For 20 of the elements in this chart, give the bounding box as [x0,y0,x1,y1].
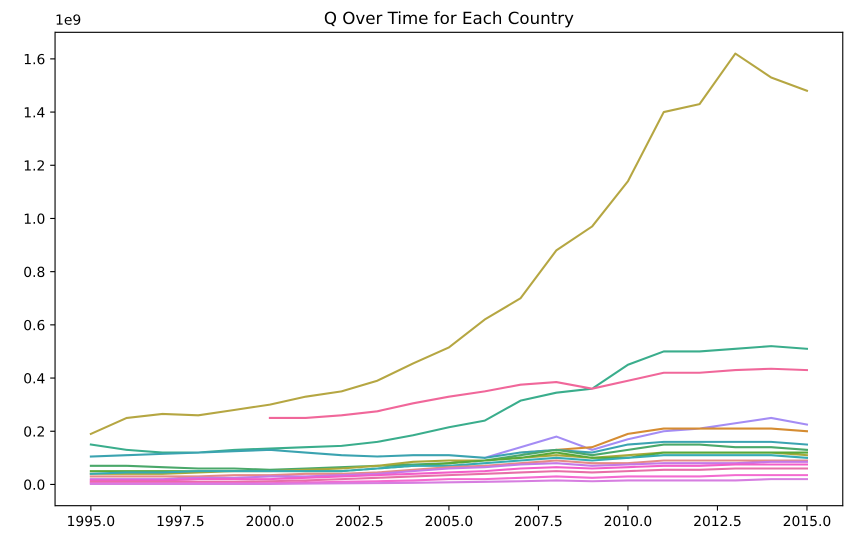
x-tick-label: 1995.0 [68,516,114,526]
y-tick-label: 0.2 [24,426,44,437]
y-tick-label: 0.6 [24,320,44,330]
y-tick-label: 1.4 [24,107,45,118]
y-tick-label: 1.0 [24,213,44,224]
x-tick-label: 2005.0 [426,516,472,526]
y-tick-label: 0.0 [24,479,44,490]
x-tick-label: 1997.5 [158,516,204,526]
x-tick-label: 2000.0 [246,516,294,526]
y-tick-label: 1.2 [24,160,44,171]
y-tick-label: 1.6 [24,54,44,64]
x-tick-label: 2002.5 [336,516,382,526]
x-tick-label: 2012.5 [694,516,741,526]
y-tick-label: 0.8 [24,266,44,278]
x-tick-label: 2007.5 [515,516,562,526]
x-tick-label: 2010.0 [604,516,652,526]
text: 1e9 [56,14,80,25]
x-tick-label: 2015.0 [784,516,830,526]
y-tick-label: 0.4 [24,373,45,384]
chart-title: Q Over Time for Each Country [324,11,574,28]
